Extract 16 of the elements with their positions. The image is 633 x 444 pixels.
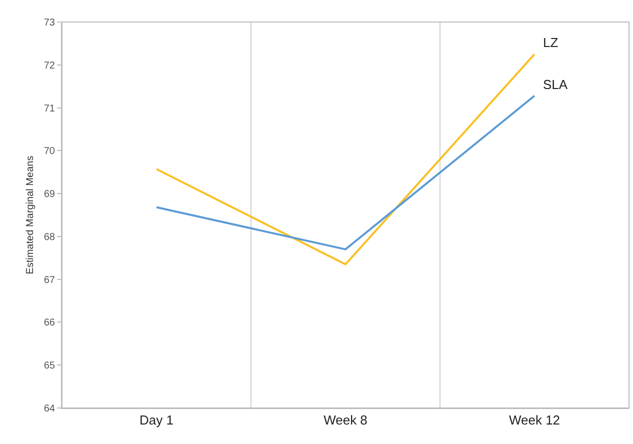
y-axis-title: Estimated Marginal Means [24,156,36,274]
x-tick-label: Day 1 [140,412,174,428]
y-tick-label: 71 [44,103,56,114]
x-tick-label: Week 8 [324,412,368,428]
y-tick-label: 70 [44,146,56,158]
series-label: LZ [543,35,558,50]
y-tick-label: 69 [44,189,56,200]
y-tick-label: 73 [44,18,56,28]
y-tick-label: 68 [44,232,56,243]
y-tick-label: 64 [44,404,56,414]
y-tick-label: 65 [44,360,56,372]
y-tick-label: 66 [44,318,56,329]
x-tick-label: Week 12 [508,412,560,428]
y-tick-label: 67 [44,274,56,286]
y-tick-label: 72 [44,60,56,72]
series-label: SLA [543,77,568,92]
